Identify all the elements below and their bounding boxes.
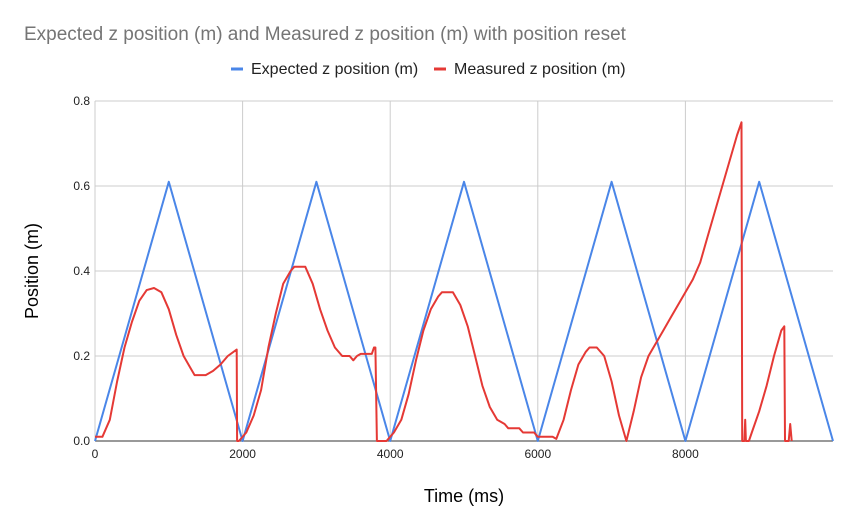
series xyxy=(94,121,834,442)
legend: Expected z position (m) Measured z posit… xyxy=(231,61,626,78)
series-line-expected xyxy=(94,180,834,442)
y-tick-label: 0.0 xyxy=(73,434,90,448)
x-tick-label: 0 xyxy=(92,447,99,461)
x-axis-title: Time (ms) xyxy=(424,486,504,506)
x-tick-label: 2000 xyxy=(229,447,256,461)
y-tick-label: 0.6 xyxy=(73,179,90,193)
chart-title: Expected z position (m) and Measured z p… xyxy=(24,24,627,45)
x-tick-label: 4000 xyxy=(377,447,404,461)
ticks: 0.0 0.2 0.4 0.6 0.8 0 2000 4000 6000 8000 xyxy=(73,94,699,461)
y-tick-label: 0.4 xyxy=(73,264,90,278)
y-axis-title: Position (m) xyxy=(22,223,42,319)
legend-label-measured: Measured z position (m) xyxy=(454,61,626,78)
y-tick-label: 0.8 xyxy=(73,94,90,108)
x-tick-label: 8000 xyxy=(672,447,699,461)
grid xyxy=(94,100,833,442)
y-tick-label: 0.2 xyxy=(73,349,90,363)
series-line-measured xyxy=(95,121,793,442)
x-tick-label: 6000 xyxy=(524,447,551,461)
legend-label-expected: Expected z position (m) xyxy=(251,61,418,78)
